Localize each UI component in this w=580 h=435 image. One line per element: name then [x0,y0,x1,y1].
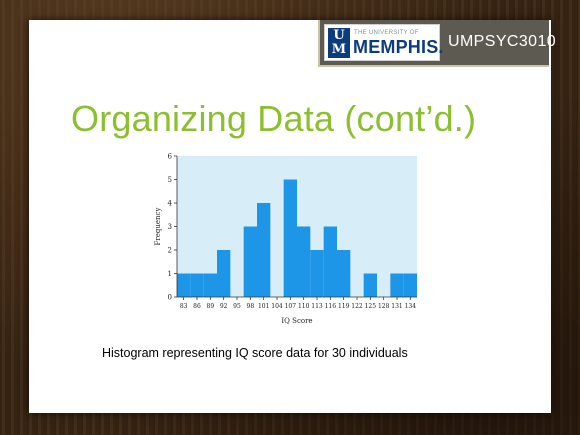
x-tick-label: 113 [311,303,323,310]
y-tick-label: 4 [168,200,173,208]
histogram-bar [390,273,404,297]
x-tick-label: 107 [285,303,297,310]
x-tick-label: 125 [365,303,377,310]
x-tick-label: 119 [338,303,350,310]
header-banner: U M THE UNIVERSITY OF MEMPHIS. UMPSYC301… [318,20,556,67]
y-tick-label: 5 [168,176,172,184]
x-tick-label: 95 [233,303,241,310]
y-tick-label: 6 [168,153,173,161]
histogram-bar [283,179,297,297]
x-tick-label: 98 [247,303,255,310]
histogram-chart: 0 1 2 3 4 5 6 83 86 89 92 95 98 101 104 107 110 113 116 119… [154,153,417,325]
logo-subtitle: THE UNIVERSITY OF [354,30,419,36]
histogram-bar [323,226,337,297]
x-tick-label: 86 [193,303,201,310]
x-tick-label: 134 [405,303,417,310]
y-tick-label: 3 [168,223,172,231]
histogram-bar [190,273,204,297]
histogram-bar [297,226,311,297]
histogram-bar [403,273,417,297]
course-code: UMPSYC3010 [448,33,557,50]
logo-m-letter: M [331,42,347,57]
slide-title: Organizing Data (cont’d.) [71,98,477,139]
histogram-bar [257,203,271,297]
chart-caption: Histogram representing IQ score data for… [102,346,408,360]
y-tick-label: 0 [168,294,172,302]
histogram-bar [177,273,191,297]
x-tick-label: 89 [207,303,215,310]
histogram-bar [203,273,217,297]
histogram-bar [337,250,351,297]
x-axis-label: IQ Score [281,317,312,325]
y-axis-label: Frequency [154,208,162,246]
x-tick-label: 101 [258,303,269,310]
histogram-bar [243,226,257,297]
histogram-bar [310,250,324,297]
x-tick-label: 128 [378,303,390,310]
x-tick-label: 122 [351,303,363,310]
x-tick-label: 110 [298,303,310,310]
logo-u-letter: U [333,28,345,43]
y-tick-label: 1 [168,270,172,278]
x-tick-label: 92 [220,303,228,310]
y-tick-label: 2 [168,247,172,255]
um-logo-icon: U M [328,28,350,58]
histogram-bar [363,273,377,297]
x-tick-label: 104 [271,303,283,310]
x-tick-label: 116 [325,303,337,310]
histogram-bar [217,250,231,297]
x-tick-label: 131 [391,303,402,310]
university-logo: U M THE UNIVERSITY OF MEMPHIS. [324,24,443,61]
slide: U M THE UNIVERSITY OF MEMPHIS. UMPSYC301… [29,20,556,413]
logo-wordmark: MEMPHIS. [353,37,444,57]
x-tick-label: 83 [180,303,188,310]
